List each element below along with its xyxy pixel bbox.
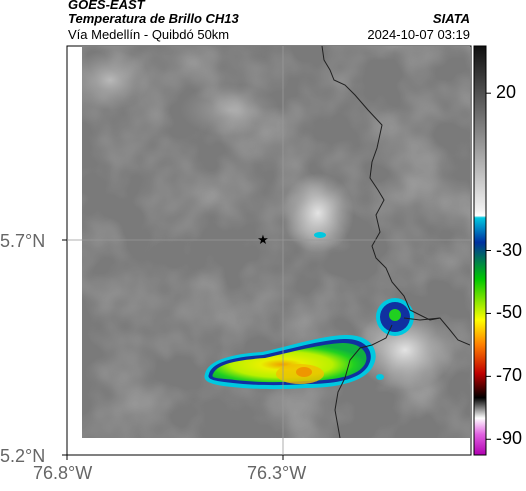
timestamp: 2024-10-07 03:19 — [367, 27, 470, 42]
lat-label-5-2n: 5.2°N — [0, 446, 46, 466]
colorbar-tick-label: 20 — [496, 82, 517, 103]
colorbar — [473, 45, 491, 456]
lon-label-76-8w: 76.8°W — [33, 463, 93, 483]
product-title: Temperatura de Brillo CH13 — [68, 11, 239, 26]
satellite-name: GOES-EAST — [68, 0, 145, 12]
lat-label-5-7n: 5.7°N — [0, 231, 46, 251]
colorbar-tick-label: -30 — [496, 239, 523, 260]
satellite-image — [82, 46, 470, 438]
boundary-lines — [321, 46, 470, 438]
region-label: Vía Medellín - Quibdó 50km — [68, 27, 230, 42]
axis-ticks — [62, 239, 284, 460]
lon-label-76-3w: 76.3°W — [247, 463, 307, 483]
colorbar-tick-label: -70 — [496, 365, 523, 386]
organization-label: SIATA — [432, 11, 470, 26]
reference-star-icon: ★ — [257, 233, 269, 248]
colorbar-tick-label: -90 — [496, 428, 523, 449]
colorbar-tick-label: -50 — [496, 302, 523, 323]
convective-cell-large — [204, 334, 376, 390]
convective-cell-small — [314, 232, 414, 380]
